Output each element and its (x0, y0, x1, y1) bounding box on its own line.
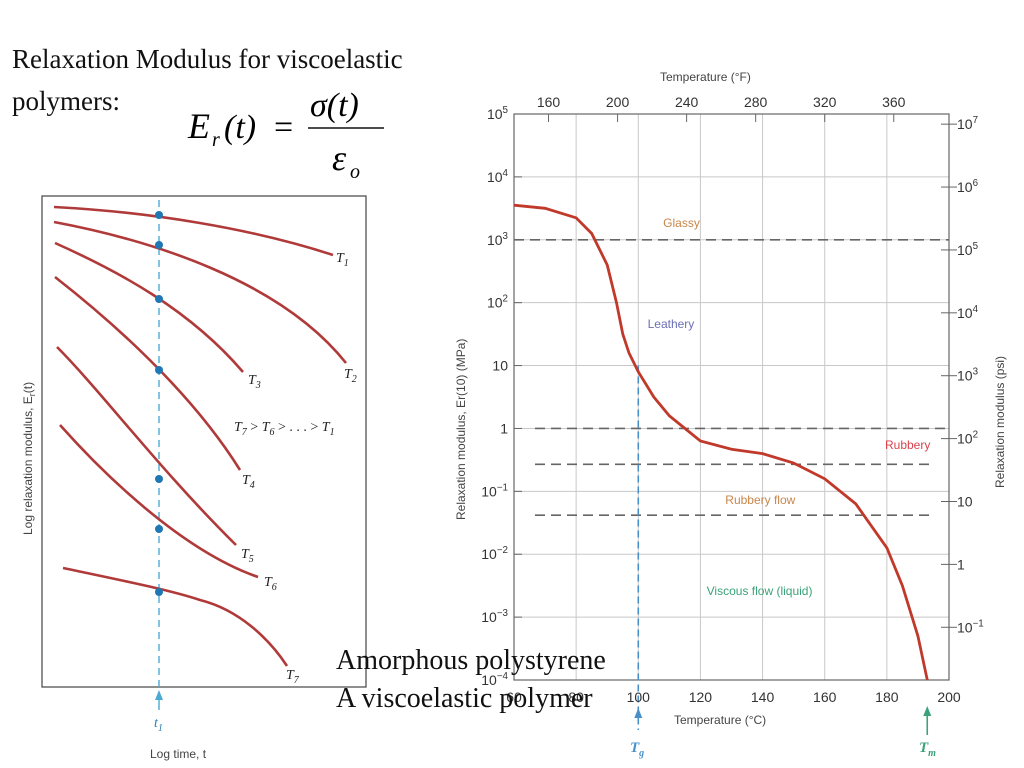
curve-T1 (53, 205, 334, 257)
tm-label: Tm (919, 740, 936, 759)
isotherm-curves (53, 205, 348, 667)
t1-label: t1 (154, 716, 163, 734)
tg-label: Tg (630, 740, 644, 759)
eq-denominator: ε (332, 138, 347, 178)
y-tick-4: 10 (492, 358, 508, 374)
y2-tick-5: 102 (957, 430, 978, 447)
relaxation-modulus-equation: E r (t) = σ(t) ε o (184, 88, 394, 188)
x2-tick-240: 240 (675, 94, 699, 110)
x-tick-200: 200 (937, 689, 961, 705)
x2-tick-200: 200 (606, 94, 630, 110)
x-tick-140: 140 (751, 689, 775, 705)
x-tick-80: 80 (568, 689, 584, 705)
y-tick-7: 10−2 (481, 545, 508, 562)
x-tick-180: 180 (875, 689, 899, 705)
eq-denominator-sub: o (350, 161, 360, 183)
x-tick-120: 120 (689, 689, 713, 705)
transition-markers (634, 365, 932, 735)
y-tick-6: 10−1 (481, 482, 508, 499)
y2-tick-2: 105 (957, 241, 979, 258)
left-xlabel: Log time, t (150, 747, 207, 761)
y2-tick-7: 1 (957, 556, 965, 572)
x-tick-160: 160 (813, 689, 837, 705)
region-label-rubbery-flow: Rubbery flow (725, 493, 795, 507)
top-xlabel: Temperature (°F) (660, 70, 751, 84)
y-tick-1: 104 (487, 168, 509, 185)
left-ylabel: Log relaxation modulus, Er(t) (21, 382, 37, 535)
y2-tick-3: 104 (957, 304, 979, 321)
region-lines (514, 238, 949, 517)
curve-T2 (53, 220, 348, 364)
dot-T2 (155, 241, 163, 249)
eq-lhs: E (187, 106, 210, 146)
modulus-curve (513, 203, 929, 681)
slide-caption: Amorphous polystyrene A viscoelastic pol… (336, 642, 606, 718)
y2-tick-6: 10 (957, 493, 973, 509)
t1-arrowhead (155, 690, 163, 700)
y2-tick-8: 10−1 (957, 618, 984, 635)
dot-T5 (155, 475, 163, 483)
curve-T5 (56, 346, 237, 546)
region-label-rubbery: Rubbery (885, 438, 930, 452)
y2-tick-1: 106 (957, 178, 979, 195)
dot-T1 (155, 211, 163, 219)
caption-line-2: A viscoelastic polymer (336, 683, 593, 714)
region-label-glassy: Glassy (663, 216, 700, 230)
y-tick-2: 103 (487, 231, 509, 248)
x2-tick-360: 360 (882, 94, 906, 110)
left-axis-label: Relaxation modulus, Er(10) (MPa) (454, 339, 468, 520)
x-tick-60: 60 (506, 689, 522, 705)
x2-tick-160: 160 (537, 94, 561, 110)
y-tick-8: 10−3 (481, 608, 508, 625)
intersection-dots (155, 211, 163, 596)
dot-T6 (155, 525, 163, 533)
curve-T4 (54, 275, 242, 471)
x2-tick-320: 320 (813, 94, 837, 110)
right-axis-label: Relaxation modulus (psi) (993, 356, 1007, 488)
dot-T7 (155, 588, 163, 596)
y2-tick-0: 107 (957, 115, 978, 132)
curve-T7 (62, 566, 289, 667)
y-tick-3: 102 (487, 294, 508, 311)
x-tick-100: 100 (627, 689, 651, 705)
bottom-xlabel: Temperature (°C) (674, 713, 766, 727)
eq-lhs-arg: (t) (224, 109, 256, 146)
dot-T3 (155, 295, 163, 303)
temperature-order-label: T7 > T6 > . . . > T1 (234, 420, 335, 438)
slide-title: Relaxation Modulus for viscoelastic poly… (12, 44, 403, 116)
caption-line-1: Amorphous polystyrene (336, 645, 606, 676)
region-labels: Glassy Leathery Rubbery Rubbery flow Viscous… (648, 216, 931, 598)
region-label-leathery: Leathery (648, 317, 695, 331)
eq-numerator: σ(t) (310, 88, 359, 124)
y-tick-9: 10−4 (481, 671, 508, 688)
eq-lhs-sub: r (212, 129, 220, 151)
y-tick-5: 1 (500, 420, 508, 436)
y2-tick-4: 103 (957, 367, 979, 384)
left-plot-frame (41, 195, 367, 688)
dot-T4 (155, 366, 163, 374)
eq-equals: = (274, 109, 293, 146)
curve-T6 (59, 424, 259, 579)
tg-arrowhead (634, 708, 643, 718)
x2-tick-280: 280 (744, 94, 768, 110)
curve-T3 (54, 241, 244, 373)
y-tick-0: 105 (487, 105, 509, 122)
axis-ticks: 60 80 100 120 140 160 180 200 160 200 240 280 320 360… (481, 94, 984, 705)
tm-arrowhead (923, 706, 932, 716)
chart-frame (513, 113, 950, 681)
region-label-viscous-flow-liquid: Viscous flow (liquid) (707, 584, 813, 598)
